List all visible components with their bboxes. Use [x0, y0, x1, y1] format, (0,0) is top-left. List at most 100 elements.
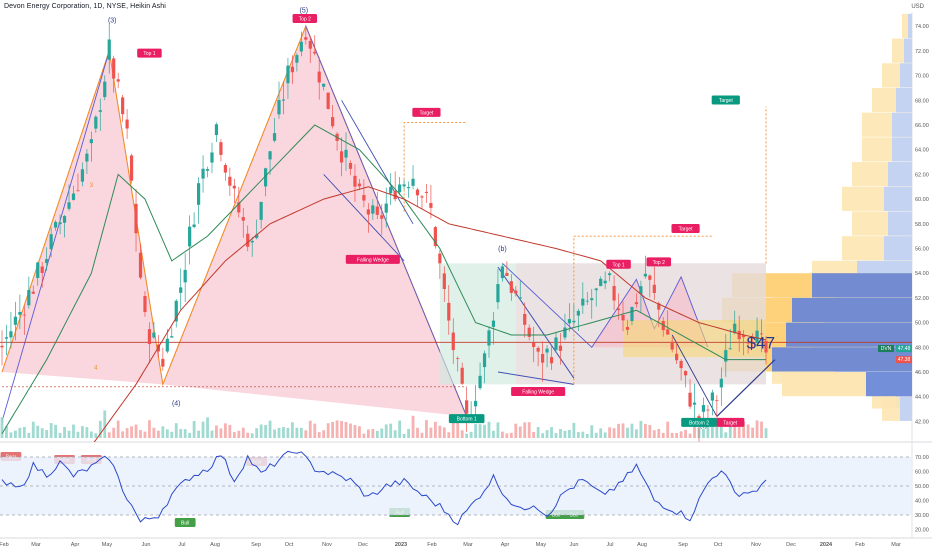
volume-bar: [559, 429, 562, 438]
volume-bar: [317, 432, 321, 438]
volume-bar: [375, 430, 379, 438]
signal-bull-1: Bull: [181, 521, 189, 527]
volume-bar: [219, 428, 223, 438]
tag-top1-right-bg: [606, 259, 631, 269]
candle-body: [62, 216, 67, 223]
time-tick: Sep: [678, 542, 688, 548]
candle-body: [746, 342, 750, 344]
volume-bar: [666, 421, 670, 438]
tag-target-2: Target: [679, 226, 694, 232]
volume-bar: [420, 432, 424, 438]
candle-body: [398, 184, 402, 193]
candle-body: [103, 81, 107, 98]
candle-body: [317, 71, 321, 83]
time-tick: Nov: [322, 542, 332, 548]
candle-body: [706, 409, 710, 411]
candle-body: [648, 275, 652, 280]
candle-body: [375, 206, 379, 215]
candle-body: [406, 187, 411, 189]
volume-bar: [353, 425, 357, 438]
tag-bottom-2-bg: [681, 417, 717, 427]
rsi-panel: [0, 450, 912, 526]
candle-body: [710, 392, 714, 401]
candle-body: [31, 291, 35, 294]
candle-body: [402, 184, 406, 187]
candle-body: [18, 311, 22, 315]
candle-body: [380, 215, 384, 219]
wave-label-4: (4): [172, 400, 181, 407]
candle-body: [107, 39, 111, 60]
tag-bottom-2: Bottom 2: [689, 420, 709, 426]
projection-leg: [671, 334, 718, 417]
volume-bar: [433, 421, 437, 438]
candle-body: [40, 266, 44, 273]
price-tick: 66.00: [915, 123, 929, 129]
candle-body: [420, 196, 424, 198]
volume-bar: [380, 428, 384, 438]
candle-body: [223, 165, 227, 173]
volume-bar: [706, 426, 710, 438]
volume-bar: [393, 430, 397, 438]
candle-body: [295, 55, 299, 63]
last-price: 47.48: [898, 346, 911, 352]
volume-bar: [389, 423, 393, 438]
candle-body: [728, 348, 732, 350]
volume-bar: [496, 422, 500, 438]
volume-bar: [174, 423, 178, 438]
candle-body: [125, 119, 129, 129]
candle-body: [621, 314, 625, 321]
candle-body: [183, 269, 187, 283]
tag-target-1-bg: [412, 107, 441, 117]
rsi-tick: 60.00: [915, 470, 929, 476]
volume-bar: [527, 422, 531, 438]
rsi-line: [1, 450, 767, 526]
volume-bar: [215, 425, 218, 438]
volume-bar: [85, 427, 89, 438]
volume-bar: [755, 420, 759, 438]
time-tick: Aug: [637, 542, 647, 548]
candle-body: [98, 110, 102, 112]
time-tick: Oct: [714, 542, 723, 548]
volume-bar: [425, 420, 428, 438]
volume-bar: [532, 431, 536, 438]
volume-bar: [621, 423, 625, 438]
price-tick: 52.00: [915, 296, 929, 302]
candle-body: [505, 272, 509, 276]
volume-bar: [541, 433, 545, 438]
volume-bar: [469, 431, 473, 438]
candle-body: [201, 168, 205, 179]
price-tick: 62.00: [915, 172, 929, 178]
volume-bar: [402, 433, 406, 438]
volume-bar: [232, 432, 236, 438]
tag-top2-right: Top 2: [653, 260, 665, 266]
candle-body: [585, 300, 589, 302]
candle-body: [94, 116, 98, 129]
volume-bar: [733, 424, 737, 438]
candle-body: [532, 342, 536, 348]
volume-bar: [81, 426, 84, 438]
ticker-badge-bg: [878, 345, 894, 353]
candle-body: [384, 203, 388, 213]
volume-bar: [702, 428, 705, 438]
price-tick: 50.00: [915, 321, 929, 327]
volume-bar: [143, 431, 147, 438]
candle-body: [442, 273, 446, 290]
candle-body: [116, 79, 120, 82]
tag-target-green-bg: [711, 95, 740, 105]
volume-bar: [282, 427, 285, 438]
candle-body: [719, 378, 723, 388]
volume-bar: [228, 424, 232, 438]
volume-bar: [371, 428, 375, 438]
volume-bar: [18, 427, 22, 438]
candle-body: [755, 330, 759, 343]
time-tick: Dec: [358, 542, 368, 548]
volume-bar: [550, 427, 553, 438]
candle-body: [572, 320, 576, 323]
candle-body: [523, 313, 527, 325]
volume-bar: [429, 427, 433, 438]
vp-poc-down: [786, 322, 912, 347]
candle-body: [433, 227, 437, 247]
volume-bar: [514, 423, 518, 438]
volume-bar: [643, 423, 647, 438]
